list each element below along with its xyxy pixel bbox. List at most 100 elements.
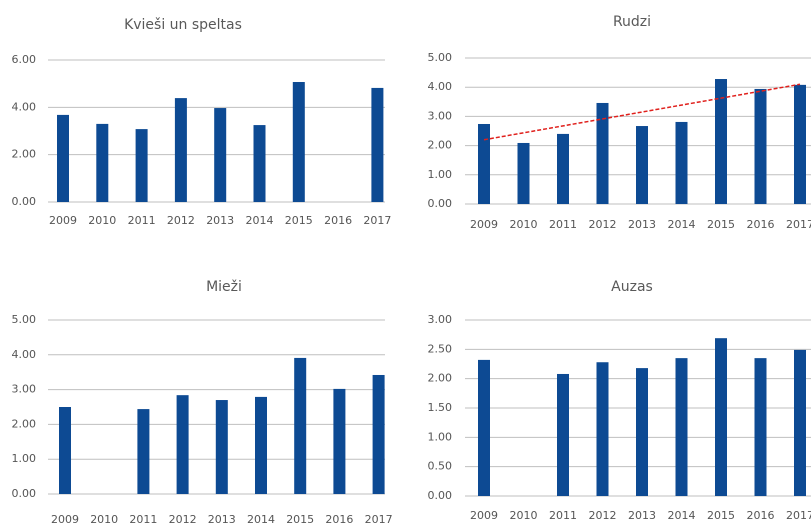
y-tick-label: 3.00 [428,313,453,326]
chart: Kvieši un speltas 0.00 2.00 4.00 6.00 2009 201… [12,17,392,227]
x-tick-label: 2010 [510,509,538,522]
bar [57,114,69,202]
bar [478,359,490,496]
bar [174,98,187,202]
y-tick-label: 0.50 [428,460,453,473]
x-tick-label: 2010 [510,218,538,231]
y-tick-label: 4.00 [12,100,37,113]
x-tick-label: 2015 [285,214,313,227]
x-tick-label: 2014 [247,513,275,526]
x-tick-label: 2012 [169,513,197,526]
y-tick-label: 4.00 [12,348,37,361]
x-tick-label: 2011 [549,509,577,522]
y-tick-label: 2.50 [428,342,453,355]
x-tick-label: 2013 [628,509,656,522]
y-tick-label: 2.00 [12,148,37,161]
bar [294,357,307,494]
bar [557,133,569,204]
chart-title: Rudzi [613,14,651,30]
chart: Mieži 0.00 1.00 2.00 3.00 4.00 5.00 2009 2010 201… [12,279,393,526]
y-tick-label: 3.00 [428,109,453,122]
x-tick-label: 2011 [128,214,156,227]
x-tick-label: 2017 [786,509,811,522]
y-tick-label: 4.00 [428,80,453,93]
y-tick-label: 3.00 [12,383,37,396]
bar [675,358,688,496]
bar [135,129,148,202]
bar [794,84,806,204]
bar [253,125,266,202]
bar [754,88,767,204]
bar [371,87,384,202]
chart-title: Mieži [206,279,242,295]
x-tick-label: 2014 [668,509,696,522]
x-tick-label: 2017 [363,214,391,227]
x-tick-label: 2016 [324,214,352,227]
bar [372,374,385,494]
bar [214,108,227,202]
x-tick-label: 2014 [668,218,696,231]
y-tick-label: 1.00 [428,168,453,181]
chart-title: Auzas [611,279,653,295]
x-tick-label: 2010 [88,214,116,227]
x-tick-label: 2013 [628,218,656,231]
bar [715,338,727,496]
chart: Rudzi 0.00 1.00 2.00 3.00 4.00 5.00 2009 2010 201… [428,14,811,231]
x-tick-label: 2011 [129,513,157,526]
bar [215,400,228,494]
y-tick-label: 1.50 [428,401,453,414]
bar [557,373,569,496]
bar [96,123,109,202]
bar [675,121,688,204]
y-tick-label: 5.00 [428,51,453,64]
bar [59,407,71,494]
y-tick-label: 0.00 [428,197,453,210]
bar [636,126,648,204]
y-tick-label: 2.00 [428,372,453,385]
chart-title: Kvieši un speltas [124,17,242,33]
x-tick-label: 2012 [167,214,195,227]
x-tick-label: 2013 [206,214,234,227]
x-tick-label: 2017 [786,218,811,231]
bar [596,362,609,496]
y-tick-label: 6.00 [12,53,37,66]
x-tick-label: 2011 [549,218,577,231]
bar [754,358,767,496]
bar [636,368,648,496]
x-tick-label: 2010 [90,513,118,526]
x-tick-label: 2014 [246,214,274,227]
x-tick-label: 2016 [747,509,775,522]
x-tick-label: 2015 [286,513,314,526]
x-tick-label: 2009 [470,509,498,522]
x-tick-label: 2015 [707,509,735,522]
y-tick-label: 0.00 [428,489,453,502]
bar [517,142,530,204]
x-tick-label: 2015 [707,218,735,231]
x-tick-label: 2016 [747,218,775,231]
y-tick-label: 0.00 [12,195,37,208]
x-tick-label: 2009 [51,513,79,526]
x-tick-label: 2017 [365,513,393,526]
bar [137,409,150,494]
x-tick-label: 2012 [589,509,617,522]
x-tick-label: 2016 [325,513,353,526]
chart: Auzas 0.00 0.50 1.00 1.50 2.00 2.50 3.00 2009 201… [428,279,811,522]
bar [794,349,806,496]
y-tick-label: 1.00 [12,452,37,465]
y-tick-label: 5.00 [12,313,37,326]
y-tick-label: 2.00 [428,139,453,152]
y-tick-label: 2.00 [12,417,37,430]
bar [596,102,609,204]
y-tick-label: 1.00 [428,430,453,443]
x-tick-label: 2009 [470,218,498,231]
y-tick-label: 0.00 [12,487,37,500]
trend-line [483,83,801,141]
bar [176,395,189,494]
x-tick-label: 2009 [49,214,77,227]
bar [292,82,305,202]
x-tick-label: 2013 [208,513,236,526]
x-tick-label: 2012 [589,218,617,231]
bar [715,79,727,204]
